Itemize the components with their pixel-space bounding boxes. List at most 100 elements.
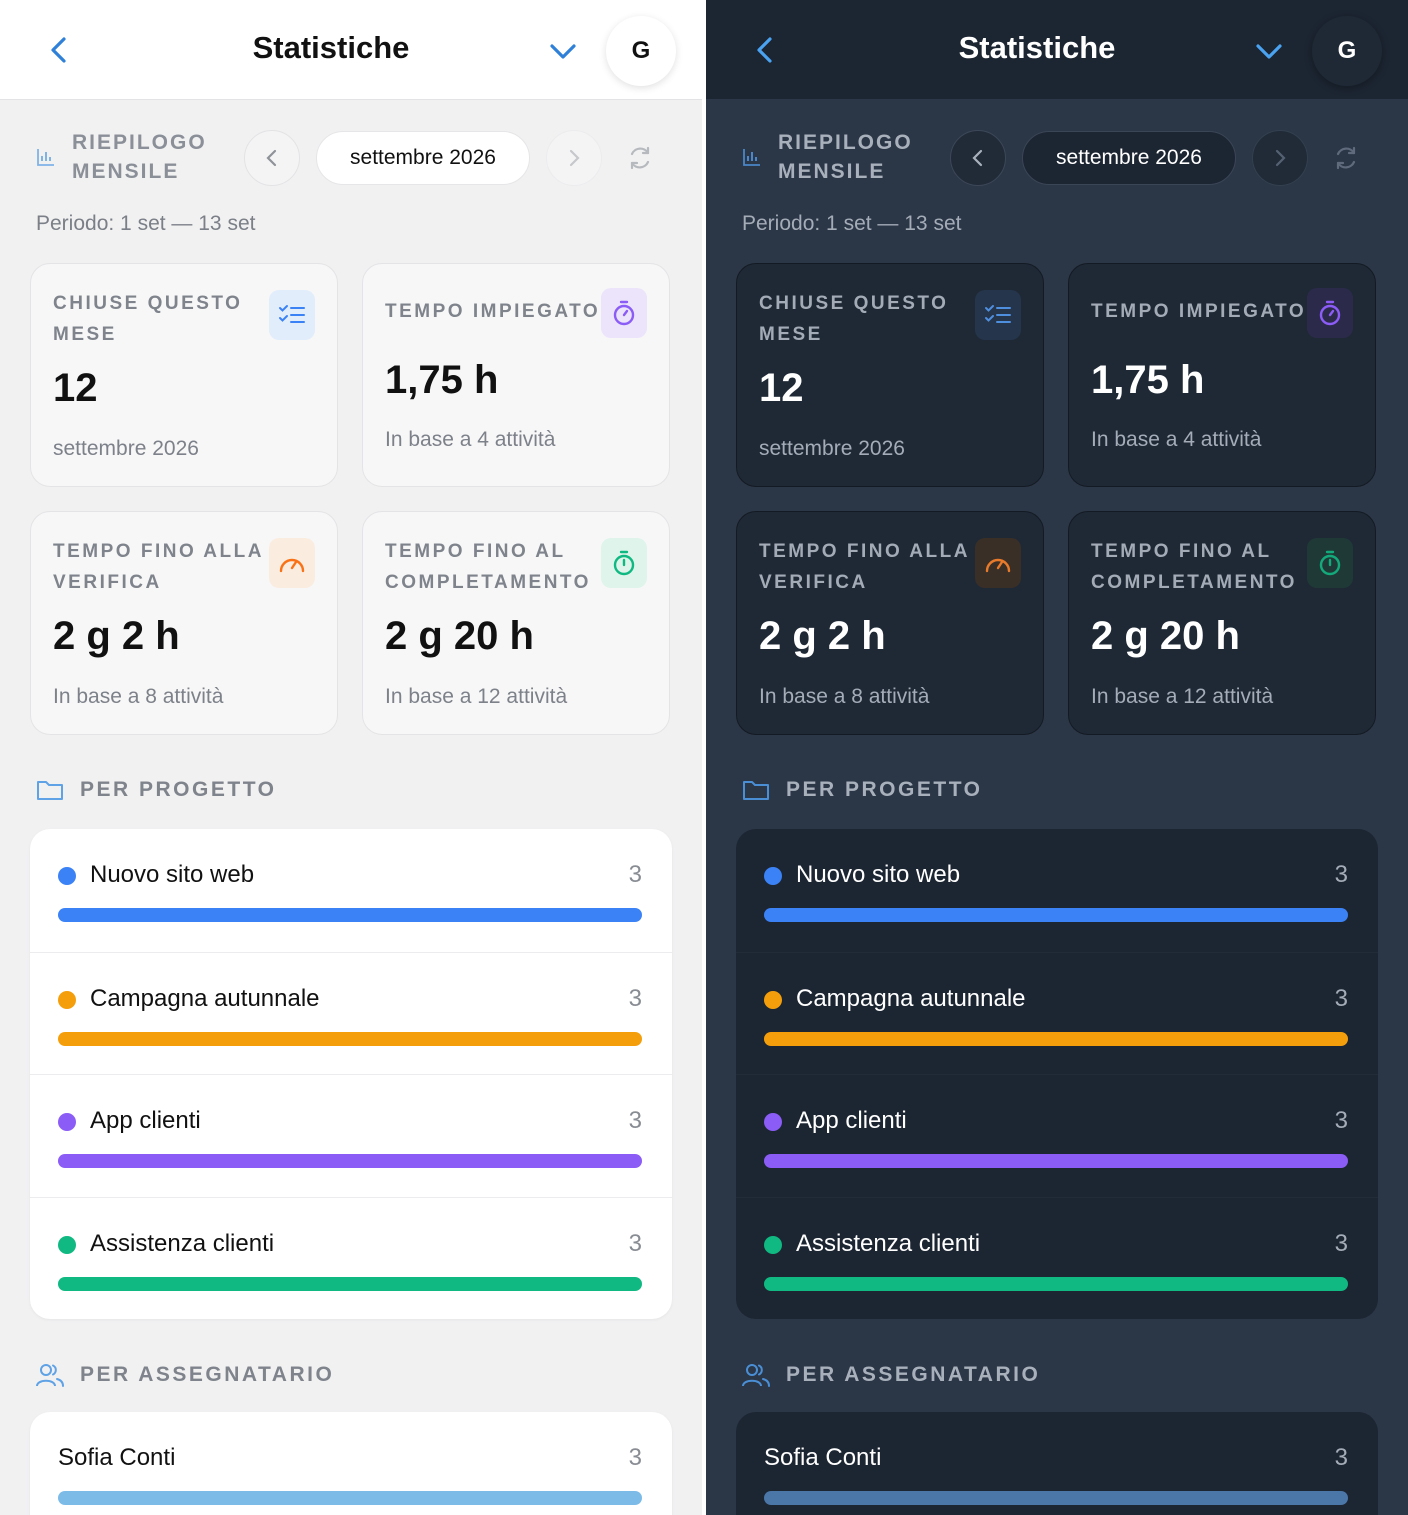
timer-icon — [601, 538, 647, 588]
avatar[interactable]: G — [1312, 16, 1382, 86]
bar-chart-icon — [743, 149, 760, 166]
next-month-button[interactable] — [546, 130, 602, 186]
project-count: 3 — [1334, 984, 1348, 1012]
stat-card-value: 2 g 20 h — [385, 614, 534, 658]
light-theme-panel: Statistiche G RIEPILOGO MENSILE settembr… — [0, 0, 702, 1515]
back-arrow-icon[interactable] — [44, 34, 76, 66]
page-title: Statistiche — [958, 30, 1116, 65]
progress-bar — [58, 1276, 642, 1291]
top-bar: Statistiche G — [0, 0, 702, 100]
list-item[interactable]: Campagna autunnale 3 — [736, 951, 1378, 1075]
progress-bar — [58, 1031, 642, 1046]
stat-card-subtitle: In base a 12 attività — [1091, 685, 1274, 708]
color-dot — [764, 867, 782, 885]
stat-card-time-to-completion: TEMPO FINO AL COMPLETAMENTO 2 g 20 h In … — [1068, 511, 1376, 735]
list-item[interactable]: Sofia Conti 3 — [736, 1412, 1378, 1515]
section-label: PER ASSEGNATARIO — [80, 1363, 335, 1386]
back-arrow-icon[interactable] — [750, 34, 782, 66]
stat-card-time-to-review: TEMPO FINO ALLA VERIFICA 2 g 2 h In base… — [736, 511, 1044, 735]
stopwatch-icon — [601, 288, 647, 338]
per-assignee-header: PER ASSEGNATARIO — [742, 1362, 1040, 1388]
per-assignee-header: PER ASSEGNATARIO — [36, 1362, 334, 1388]
list-item[interactable]: Nuovo sito web 3 — [736, 829, 1378, 952]
month-selector[interactable]: settembre 2026 — [316, 131, 530, 185]
page-title: Statistiche — [252, 30, 410, 65]
previous-month-button[interactable] — [244, 130, 300, 186]
next-month-button[interactable] — [1252, 130, 1308, 186]
project-name: App clienti — [90, 1107, 201, 1134]
project-count: 3 — [1334, 1107, 1348, 1134]
stat-card-value: 2 g 20 h — [1091, 614, 1240, 658]
assignee-name: Sofia Conti — [58, 1444, 176, 1471]
project-name: Nuovo sito web — [796, 861, 961, 888]
folder-icon — [743, 781, 769, 800]
assignee-count: 3 — [628, 1444, 642, 1471]
progress-bar — [764, 1031, 1348, 1046]
chevron-right-icon — [569, 149, 580, 167]
project-name: Campagna autunnale — [90, 984, 320, 1012]
project-count: 3 — [1334, 861, 1348, 888]
project-count: 3 — [1334, 1229, 1348, 1257]
progress-bar — [58, 1491, 642, 1505]
stat-card-value: 12 — [53, 366, 98, 410]
chevron-down-icon[interactable] — [1252, 38, 1286, 64]
checklist-icon — [975, 290, 1021, 340]
color-dot — [58, 990, 76, 1009]
stat-card-time-to-review: TEMPO FINO ALLA VERIFICA 2 g 2 h In base… — [30, 511, 338, 735]
stat-card-value: 1,75 h — [385, 358, 499, 402]
list-item[interactable]: App clienti 3 — [736, 1074, 1378, 1197]
summary-label: RIEPILOGO MENSILE — [778, 131, 913, 183]
stat-card-time-to-completion: TEMPO FINO AL COMPLETAMENTO 2 g 20 h In … — [362, 511, 670, 735]
stopwatch-icon — [1307, 288, 1353, 338]
list-item[interactable]: Sofia Conti 3 — [30, 1412, 672, 1515]
previous-month-button[interactable] — [950, 130, 1006, 186]
chevron-down-icon[interactable] — [546, 38, 580, 64]
project-name: Campagna autunnale — [796, 984, 1026, 1012]
stat-card-label: TEMPO FINO ALLA VERIFICA — [759, 541, 970, 593]
users-icon — [742, 1364, 770, 1387]
section-label: PER PROGETTO — [80, 778, 277, 801]
assignee-list: Sofia Conti 3 — [30, 1412, 672, 1515]
list-item[interactable]: Assistenza clienti 3 — [736, 1196, 1378, 1320]
folder-icon — [37, 781, 63, 800]
progress-bar — [764, 1491, 1348, 1505]
progress-bar — [764, 1276, 1348, 1291]
stat-card-closed: CHIUSE QUESTO MESE 12 settembre 2026 — [736, 263, 1044, 487]
list-item[interactable]: Nuovo sito web 3 — [30, 829, 672, 952]
progress-bar — [58, 908, 642, 922]
progress-bar — [58, 1154, 642, 1168]
stat-card-value: 1,75 h — [1091, 358, 1205, 402]
list-item[interactable]: Campagna autunnale 3 — [30, 951, 672, 1075]
period-text: Periodo: 1 set — 13 set — [36, 212, 256, 235]
stat-card-label: TEMPO FINO ALLA VERIFICA — [53, 541, 264, 593]
list-item[interactable]: App clienti 3 — [30, 1074, 672, 1197]
per-project-header: PER PROGETTO — [36, 778, 276, 802]
bar-chart-icon — [37, 149, 54, 166]
assignee-list: Sofia Conti 3 — [736, 1412, 1378, 1515]
refresh-icon[interactable] — [626, 144, 654, 172]
project-count: 3 — [628, 1229, 642, 1257]
assignee-name: Sofia Conti — [764, 1444, 882, 1471]
monthly-summary-header: RIEPILOGO MENSILE — [742, 128, 928, 186]
per-project-header: PER PROGETTO — [742, 778, 982, 802]
progress-bar — [764, 1154, 1348, 1168]
avatar[interactable]: G — [606, 16, 676, 86]
stat-card-label: TEMPO FINO AL COMPLETAMENTO — [385, 541, 591, 593]
stat-card-label: CHIUSE QUESTO MESE — [759, 293, 949, 345]
project-count: 3 — [628, 984, 642, 1012]
period-text: Periodo: 1 set — 13 set — [742, 212, 962, 235]
stat-card-subtitle: In base a 4 attività — [385, 428, 556, 451]
chevron-left-icon — [266, 149, 277, 167]
timer-icon — [1307, 538, 1353, 588]
month-selector[interactable]: settembre 2026 — [1022, 131, 1236, 185]
dark-theme-panel: Statistiche G RIEPILOGO MENSILE settembr… — [706, 0, 1408, 1515]
stat-card-subtitle: settembre 2026 — [53, 437, 199, 460]
monthly-summary-header: RIEPILOGO MENSILE — [36, 128, 222, 186]
color-dot — [58, 1113, 76, 1131]
stat-card-time-spent: TEMPO IMPIEGATO 1,75 h In base a 4 attiv… — [362, 263, 670, 487]
list-item[interactable]: Assistenza clienti 3 — [30, 1196, 672, 1320]
refresh-icon[interactable] — [1332, 144, 1360, 172]
assignee-count: 3 — [1334, 1444, 1348, 1471]
project-name: Assistenza clienti — [796, 1229, 981, 1257]
stat-card-label: TEMPO IMPIEGATO — [385, 301, 601, 322]
